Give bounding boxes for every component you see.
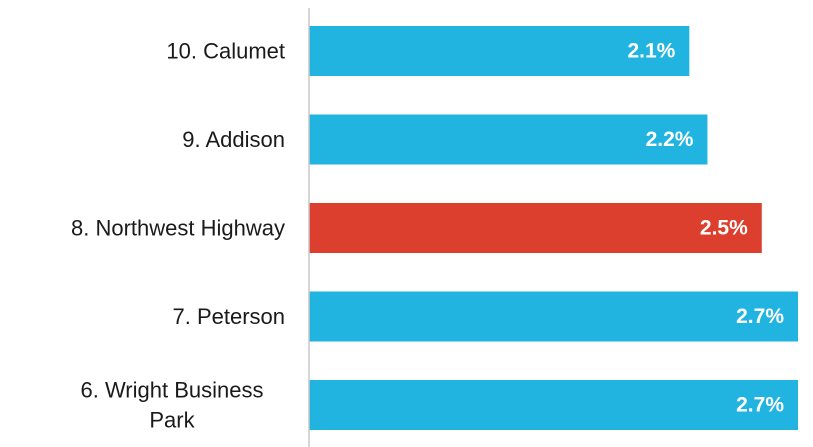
value-label-10-calumet: 2.1% xyxy=(627,40,675,63)
bar-7-peterson xyxy=(309,291,798,342)
category-label-9-addison: 9. Addison xyxy=(182,127,285,152)
value-labels-group: 2.1% 2.2% 2.5% 2.7% 2.7% xyxy=(627,40,784,417)
bar-9-addison xyxy=(309,114,708,165)
value-label-7-peterson: 2.7% xyxy=(736,305,784,328)
category-label-10-calumet: 10. Calumet xyxy=(166,39,285,64)
category-label-6-wright-business-park: 6. Wright Business Park xyxy=(80,378,263,433)
value-label-6-wright-business-park: 2.7% xyxy=(736,394,784,417)
bar-8-northwest-highway xyxy=(309,203,762,253)
category-labels-group: 10. Calumet 9. Addison 8. Northwest Highwa… xyxy=(71,39,285,433)
category-label-7-peterson: 7. Peterson xyxy=(172,304,285,329)
value-label-9-addison: 2.2% xyxy=(646,128,694,151)
bar-10-calumet xyxy=(309,26,690,76)
category-label-8-northwest-highway: 8. Northwest Highway xyxy=(71,216,285,241)
bars-group xyxy=(309,26,798,430)
value-label-8-northwest-highway: 2.5% xyxy=(700,217,748,240)
bar-6-wright-business-park xyxy=(309,380,798,430)
